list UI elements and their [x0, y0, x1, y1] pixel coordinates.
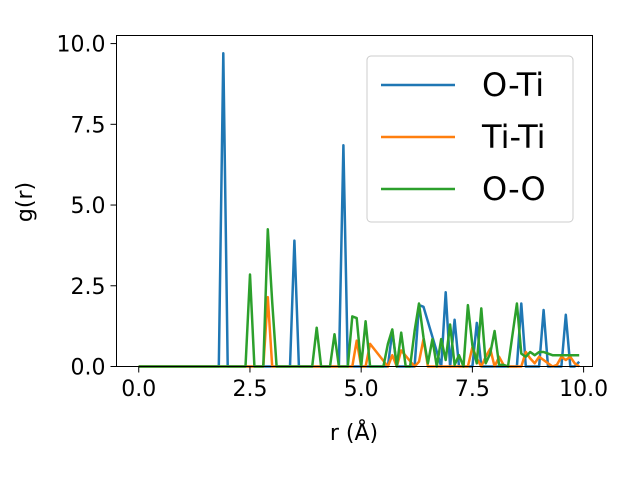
- x-tick-label: 7.5: [455, 377, 490, 402]
- legend-label-o-o: O-O: [482, 170, 546, 208]
- y-axis-label: g(r): [13, 182, 38, 222]
- plot-frame: [116, 35, 593, 367]
- x-axis-label: r (Å): [330, 419, 378, 446]
- legend-label-o-ti: O-Ti: [482, 66, 544, 104]
- series-line-o-ti: [138, 52, 581, 368]
- y-tick-label: 7.5: [71, 113, 106, 138]
- y-axis: 0.0 2.5 5.0 7.5 10.0: [57, 33, 117, 381]
- legend: O-Ti Ti-Ti O-O: [366, 55, 574, 223]
- x-tick-label: 5.0: [344, 377, 379, 402]
- x-tick-label: 0.0: [121, 377, 156, 402]
- x-axis: 0.0 2.5 5.0 7.5 10.0: [121, 366, 608, 402]
- y-tick-label: 2.5: [71, 275, 106, 300]
- x-tick-label: 2.5: [232, 377, 267, 402]
- legend-label-ti-ti: Ti-Ti: [481, 118, 546, 156]
- y-tick-label: 0.0: [71, 356, 106, 381]
- legend-box: [366, 55, 574, 223]
- y-tick-label: 5.0: [71, 194, 106, 219]
- y-tick-label: 10.0: [57, 33, 106, 58]
- x-tick-label: 10.0: [559, 377, 608, 402]
